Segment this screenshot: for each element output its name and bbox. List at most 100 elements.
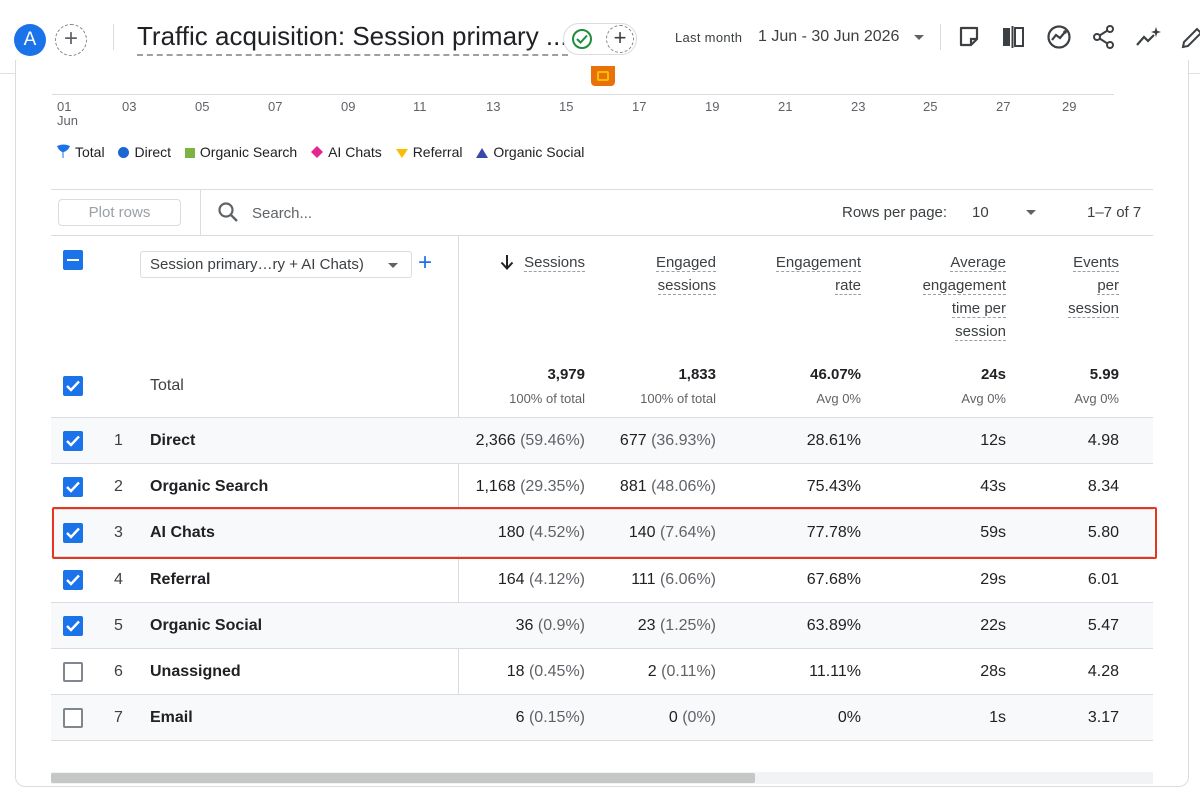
row-checkbox[interactable] <box>63 662 83 682</box>
row-rank: 1 <box>114 432 123 449</box>
divider <box>51 740 1153 741</box>
row-average-engagement-time: 29s <box>980 571 1006 588</box>
total-sessions: 3,979 <box>547 366 585 383</box>
table-row[interactable]: 4 Referral 164 (4.12%) 111 (6.06%) 67.68… <box>51 556 1153 602</box>
edit-icon[interactable] <box>1180 24 1200 50</box>
annotation-marker-icon[interactable] <box>591 66 615 86</box>
value: 23 <box>637 617 656 634</box>
square-marker-icon <box>184 148 195 159</box>
row-engagement-rate: 11.11% <box>809 663 861 680</box>
legend-label: Organic Search <box>199 144 298 161</box>
row-sessions: 180 (4.52%) <box>498 524 585 542</box>
x-tick: 27 <box>996 99 1011 114</box>
legend-item-ai-chats[interactable]: AI Chats <box>310 144 382 160</box>
x-tick: 07 <box>268 99 283 114</box>
column-header-text: Engaged <box>655 254 716 272</box>
table-row-highlighted[interactable]: 3 AI Chats 180 (4.52%) 140 (7.64%) 77.78… <box>51 509 1153 555</box>
value: 677 <box>619 432 647 449</box>
row-checkbox[interactable] <box>63 431 83 451</box>
table-row[interactable]: 2 Organic Search 1,168 (29.35%) 881 (48.… <box>51 463 1153 509</box>
percent: (0.11%) <box>661 663 716 680</box>
column-header-text: Average <box>950 254 1006 272</box>
chevron-down-icon[interactable] <box>914 35 924 40</box>
table-row[interactable]: 1 Direct 2,366 (59.46%) 677 (36.93%) 28.… <box>51 417 1153 463</box>
row-sessions: 18 (0.45%) <box>507 663 585 681</box>
select-all-checkbox[interactable] <box>63 250 83 270</box>
date-range-value[interactable]: 1 Jun - 30 Jun 2026 <box>758 28 900 45</box>
sparkle-insights-icon[interactable] <box>1136 24 1162 50</box>
x-tick: 13 <box>486 99 501 114</box>
row-dimension-value: Referral <box>150 571 211 588</box>
date-range-label[interactable]: Last month <box>675 30 743 45</box>
total-checkbox[interactable] <box>63 376 83 396</box>
row-engagement-rate: 0% <box>837 709 861 726</box>
row-sessions: 2,366 (59.46%) <box>476 432 585 450</box>
comparison-avatar[interactable]: A <box>14 24 46 56</box>
row-events-per-session: 4.98 <box>1087 432 1119 449</box>
column-header-sessions[interactable]: Sessions <box>521 251 585 274</box>
add-filter-button[interactable]: + <box>606 25 634 53</box>
sort-descending-icon[interactable] <box>500 254 514 270</box>
compare-columns-icon[interactable] <box>1001 24 1027 50</box>
divider <box>940 24 941 50</box>
check-circle-icon[interactable] <box>572 29 592 49</box>
row-checkbox[interactable] <box>63 570 83 590</box>
horizontal-scrollbar-thumb[interactable] <box>51 773 755 783</box>
table-search-input[interactable] <box>250 201 550 225</box>
percent: (29.35%) <box>520 478 585 495</box>
add-dimension-button[interactable]: + <box>418 249 433 276</box>
row-checkbox[interactable] <box>63 616 83 636</box>
row-checkbox[interactable] <box>63 477 83 497</box>
row-average-engagement-time: 43s <box>980 478 1006 495</box>
row-average-engagement-time: 1s <box>989 709 1006 726</box>
column-header-events-per-session[interactable]: Events per session <box>1030 251 1119 320</box>
column-header-average-engagement-time[interactable]: Average engagement time per session <box>880 251 1006 343</box>
rows-per-page-select[interactable]: 10 <box>972 204 989 221</box>
column-header-engaged-sessions[interactable]: Engaged sessions <box>600 251 716 297</box>
legend-item-organic-social[interactable]: Organic Social <box>475 144 584 160</box>
legend-item-organic-search[interactable]: Organic Search <box>184 144 297 160</box>
total-average-engagement-time: 24s <box>980 366 1006 383</box>
insights-chart-icon[interactable] <box>1046 24 1072 50</box>
total-engagement-rate-sub: Avg 0% <box>816 391 861 406</box>
column-header-engagement-rate[interactable]: Engagement rate <box>740 251 861 297</box>
value: 6 <box>515 709 525 726</box>
row-dimension-value: Organic Search <box>150 478 269 495</box>
legend-item-referral[interactable]: Referral <box>395 144 462 160</box>
pin-marker-icon <box>57 144 70 159</box>
percent: (6.06%) <box>659 571 716 588</box>
customize-report-icon[interactable] <box>956 24 982 50</box>
x-tick: 05 <box>195 99 210 114</box>
row-sessions: 36 (0.9%) <box>516 617 585 635</box>
row-checkbox[interactable] <box>63 708 83 728</box>
legend-item-direct[interactable]: Direct <box>117 144 171 160</box>
row-checkbox[interactable] <box>63 523 83 543</box>
row-engagement-rate: 28.61% <box>806 432 861 449</box>
chevron-down-icon[interactable] <box>1026 210 1036 215</box>
row-events-per-session: 5.80 <box>1087 524 1119 541</box>
row-sessions: 1,168 (29.35%) <box>476 478 585 496</box>
legend-item-total[interactable]: Total <box>56 144 105 160</box>
percent: (59.46%) <box>520 432 585 449</box>
row-dimension-value: Direct <box>150 432 196 449</box>
x-tick: 11 <box>413 99 427 114</box>
value: 881 <box>619 478 647 495</box>
add-comparison-button[interactable]: + <box>55 24 87 56</box>
x-tick: 29 <box>1062 99 1077 114</box>
row-engagement-rate: 63.89% <box>806 617 861 634</box>
column-header-text: time per <box>951 300 1006 318</box>
primary-dimension-select[interactable]: Session primary…ry + AI Chats) <box>140 251 412 278</box>
share-icon[interactable] <box>1091 24 1117 50</box>
table-row[interactable]: 6 Unassigned 18 (0.45%) 2 (0.11%) 11.11%… <box>51 648 1153 694</box>
row-average-engagement-time: 28s <box>980 663 1006 680</box>
divider <box>113 24 114 50</box>
diamond-marker-icon <box>311 146 324 159</box>
plot-rows-button[interactable]: Plot rows <box>58 199 181 226</box>
table-row[interactable]: 7 Email 6 (0.15%) 0 (0%) 0% 1s 3.17 <box>51 694 1153 740</box>
chart-x-axis <box>52 94 1114 95</box>
column-divider <box>458 236 459 740</box>
table-row[interactable]: 5 Organic Social 36 (0.9%) 23 (1.25%) 63… <box>51 602 1153 648</box>
report-title[interactable]: Traffic acquisition: Session primary ... <box>137 20 568 56</box>
row-events-per-session: 3.17 <box>1087 709 1119 726</box>
search-icon[interactable] <box>217 201 239 223</box>
